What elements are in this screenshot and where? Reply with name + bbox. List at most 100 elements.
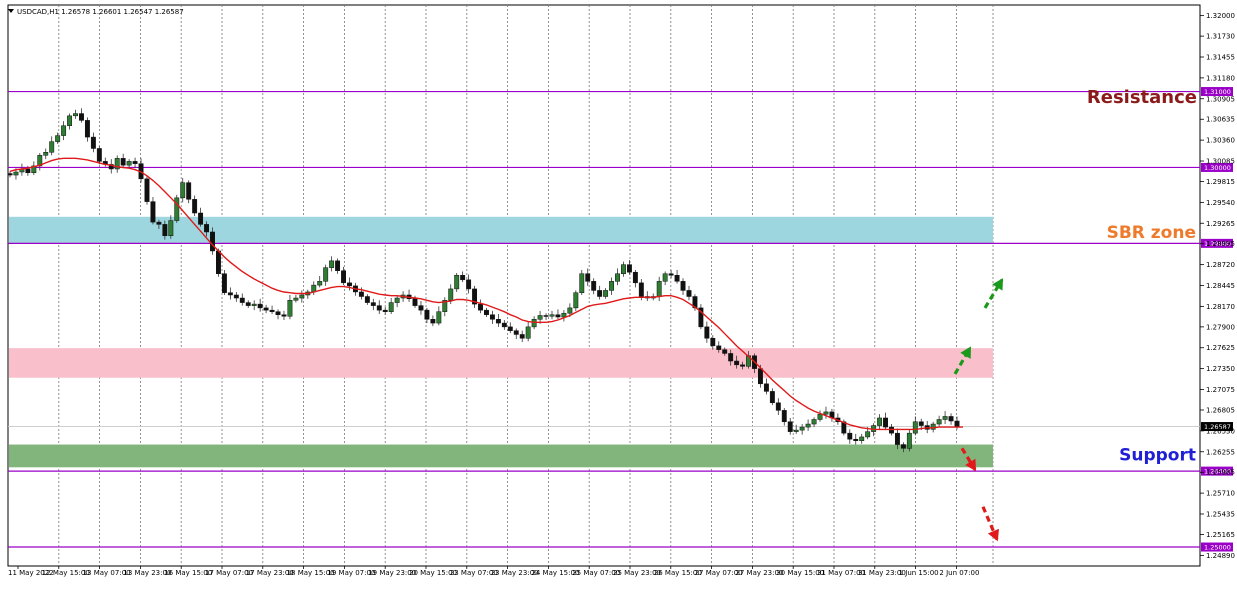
candle-body[interactable]: [7, 173, 13, 176]
candle-body[interactable]: [317, 281, 323, 286]
candle-body[interactable]: [948, 416, 954, 422]
candle-body[interactable]: [823, 411, 829, 415]
candle-body[interactable]: [585, 273, 591, 282]
candle-body[interactable]: [686, 290, 692, 297]
candle-body[interactable]: [436, 311, 442, 324]
candle-body[interactable]: [162, 224, 168, 237]
candle-body[interactable]: [621, 264, 626, 274]
candle-body[interactable]: [787, 421, 793, 432]
candle-body[interactable]: [740, 364, 746, 367]
candle-body[interactable]: [811, 419, 817, 425]
candle-body[interactable]: [680, 281, 686, 291]
candle-body[interactable]: [918, 421, 924, 426]
candle-body[interactable]: [454, 275, 460, 290]
candle-body[interactable]: [638, 282, 644, 297]
candle-body[interactable]: [364, 296, 370, 303]
candle-body[interactable]: [96, 148, 102, 162]
candle-body[interactable]: [900, 444, 906, 449]
candle-body[interactable]: [126, 161, 132, 166]
candle-body[interactable]: [329, 260, 335, 268]
candle-body[interactable]: [513, 330, 519, 335]
candle-body[interactable]: [722, 349, 728, 354]
candle-body[interactable]: [25, 168, 31, 174]
candle-body[interactable]: [615, 273, 620, 282]
candle-body[interactable]: [73, 113, 78, 117]
candle-body[interactable]: [889, 426, 894, 434]
candle-body[interactable]: [817, 413, 823, 420]
candle-body[interactable]: [49, 141, 55, 153]
candle-body[interactable]: [912, 421, 918, 434]
candle-body[interactable]: [210, 231, 215, 252]
candle-body[interactable]: [579, 273, 585, 293]
candle-body[interactable]: [466, 279, 472, 290]
candle-body[interactable]: [251, 303, 257, 306]
candle-body[interactable]: [448, 288, 454, 301]
candle-body[interactable]: [299, 294, 305, 299]
candle-body[interactable]: [144, 178, 150, 202]
candle-body[interactable]: [668, 273, 674, 276]
candle-body[interactable]: [758, 368, 763, 385]
candle-body[interactable]: [561, 312, 567, 318]
candle-body[interactable]: [716, 345, 722, 350]
candle-body[interactable]: [388, 302, 394, 312]
candle-body[interactable]: [358, 291, 364, 297]
candle-body[interactable]: [859, 436, 865, 441]
candle-body[interactable]: [394, 297, 400, 303]
candle-body[interactable]: [484, 309, 489, 315]
candle-body[interactable]: [543, 315, 549, 317]
candle-body[interactable]: [632, 271, 638, 284]
candle-body[interactable]: [233, 294, 239, 299]
candle-body[interactable]: [61, 125, 67, 136]
candle-body[interactable]: [734, 360, 740, 366]
candle-body[interactable]: [239, 297, 245, 303]
candle-body[interactable]: [793, 429, 799, 432]
candle-body[interactable]: [67, 115, 73, 126]
candle-body[interactable]: [442, 300, 448, 312]
candle-body[interactable]: [335, 260, 341, 271]
candle-body[interactable]: [168, 220, 174, 237]
candle-body[interactable]: [906, 432, 912, 449]
candle-body[interactable]: [37, 155, 43, 167]
candle-body[interactable]: [501, 322, 507, 328]
candle-body[interactable]: [555, 314, 561, 318]
candle-body[interactable]: [150, 201, 156, 223]
candle-body[interactable]: [221, 273, 227, 293]
candle-body[interactable]: [894, 432, 900, 445]
candle-body[interactable]: [549, 314, 555, 317]
candle-body[interactable]: [525, 326, 531, 339]
candle-body[interactable]: [257, 303, 263, 309]
candle-body[interactable]: [382, 309, 388, 312]
candle-body[interactable]: [728, 353, 734, 362]
candle-body[interactable]: [198, 212, 204, 225]
candle-body[interactable]: [84, 120, 90, 138]
candle-body[interactable]: [174, 197, 180, 221]
candle-body[interactable]: [674, 275, 680, 282]
candle-body[interactable]: [192, 199, 198, 214]
candle-body[interactable]: [186, 182, 192, 200]
candle-body[interactable]: [263, 307, 269, 311]
candle-body[interactable]: [293, 297, 299, 301]
candle-body[interactable]: [591, 281, 597, 291]
candle-body[interactable]: [216, 250, 221, 274]
candle-body[interactable]: [537, 315, 543, 320]
candle-body[interactable]: [805, 423, 811, 428]
candle-body[interactable]: [180, 182, 186, 199]
candle-body[interactable]: [507, 326, 513, 331]
candle-body[interactable]: [609, 281, 615, 291]
candle-body[interactable]: [418, 305, 424, 311]
candle-body[interactable]: [341, 270, 346, 284]
candle-body[interactable]: [698, 307, 704, 328]
candle-body[interactable]: [412, 298, 418, 306]
candle-body[interactable]: [531, 319, 537, 328]
candle-body[interactable]: [114, 158, 120, 170]
candle-body[interactable]: [763, 383, 769, 392]
candle-body[interactable]: [656, 281, 662, 297]
candle-body[interactable]: [472, 288, 478, 305]
candle-body[interactable]: [90, 136, 96, 149]
candle-body[interactable]: [43, 152, 49, 156]
candle-body[interactable]: [519, 334, 525, 339]
candle-body[interactable]: [775, 402, 781, 411]
candle-body[interactable]: [942, 416, 948, 420]
